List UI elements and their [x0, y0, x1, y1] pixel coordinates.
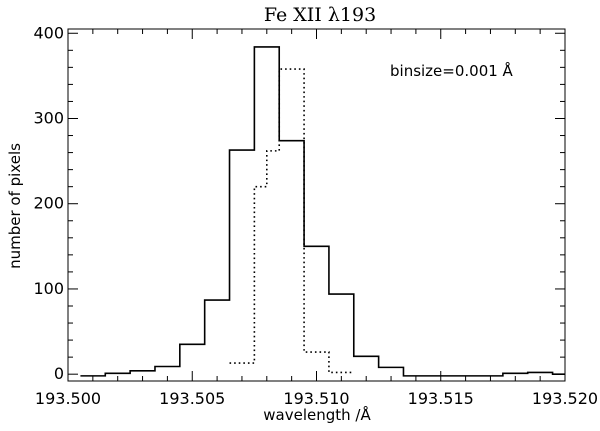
- x-tick-label: 193.510: [283, 389, 349, 408]
- solid-histogram-series: [80, 46, 565, 377]
- y-axis-label: number of pixels: [6, 143, 24, 269]
- dotted-histogram-series: [229, 68, 354, 374]
- y-tick-label: 400: [33, 23, 64, 42]
- x-axis-label: wavelength /Å: [263, 405, 371, 424]
- x-tick-label: 193.505: [159, 389, 225, 408]
- y-tick-label: 100: [33, 279, 64, 298]
- series-layer: [80, 46, 565, 377]
- x-tick-label: 193.515: [408, 389, 474, 408]
- chart-title: Fe XII λ193: [264, 4, 376, 26]
- y-tick-label: 0: [54, 364, 64, 383]
- y-tick-label: 300: [33, 108, 64, 127]
- plot-frame: [67, 28, 566, 382]
- axis-ticks: [67, 29, 566, 381]
- x-tick-label: 193.520: [532, 389, 598, 408]
- x-tick-labels: 193.500 193.505 193.510 193.515 193.520: [35, 389, 598, 408]
- binsize-annotation: binsize=0.001 Å: [390, 61, 514, 80]
- x-tick-label: 193.500: [35, 389, 101, 408]
- y-tick-label: 200: [33, 194, 64, 213]
- y-tick-labels: 0 100 200 300 400: [33, 23, 64, 383]
